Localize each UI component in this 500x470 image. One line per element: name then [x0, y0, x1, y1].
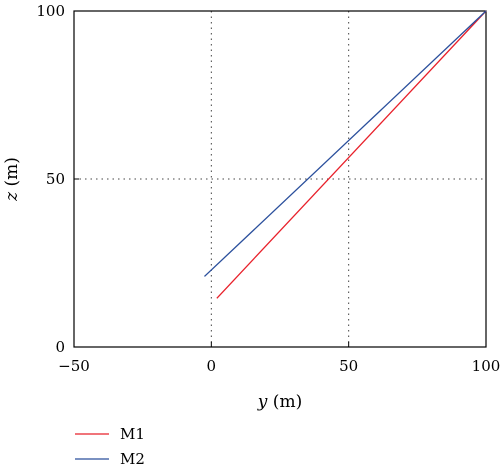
y-axis-label: z (m) [2, 157, 22, 202]
y-tick-label: 100 [36, 2, 65, 20]
x-axis-label: y (m) [257, 392, 302, 412]
legend-label-m2: M2 [120, 450, 145, 468]
y-tick-label: 50 [46, 170, 65, 188]
x-tick-label: 0 [207, 357, 217, 375]
x-tick-label: 100 [472, 357, 500, 375]
series-line-m1 [216, 10, 487, 299]
y-tick-label: 0 [55, 338, 65, 356]
series-lines [204, 10, 487, 299]
x-tick-label: 50 [339, 357, 358, 375]
legend-label-m1: M1 [120, 425, 145, 443]
series-line-m2 [204, 10, 487, 277]
x-tick-label: −50 [58, 357, 90, 375]
grid-lines [74, 11, 486, 347]
